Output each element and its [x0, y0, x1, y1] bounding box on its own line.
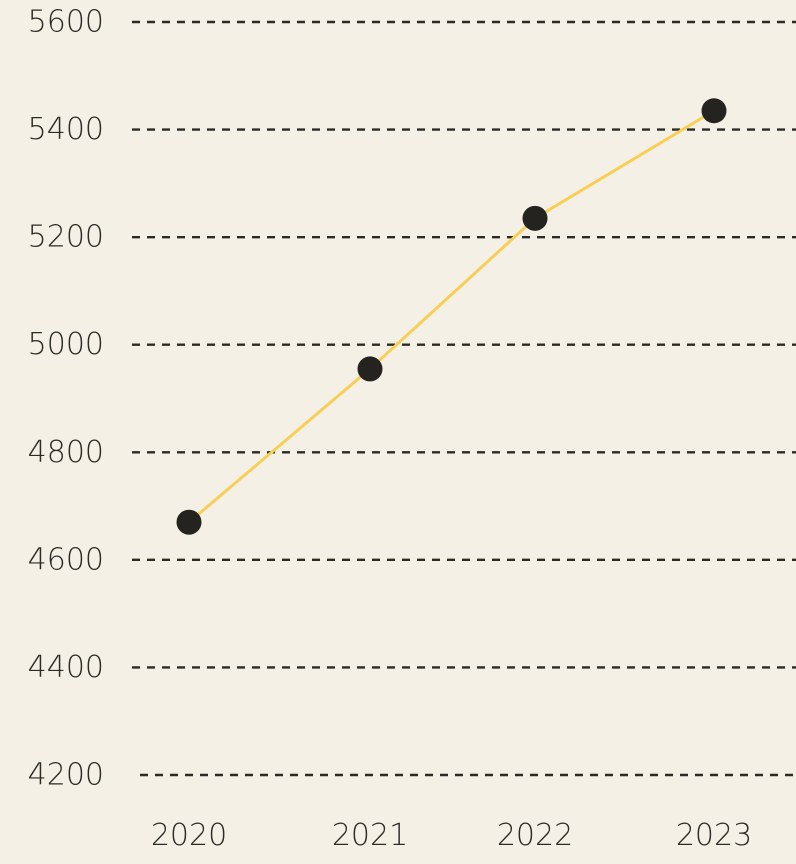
- series-line-0: [187, 109, 716, 524]
- y-tick-label-4800: 4800: [28, 435, 104, 470]
- y-axis-tick-labels: 4200 4400 4600 4800 5000 5200 5400 5600: [28, 5, 104, 793]
- x-tick-label-2022: 2022: [497, 818, 573, 853]
- data-point-2023: [701, 98, 727, 124]
- gridlines: [132, 20, 796, 777]
- series: [176, 98, 727, 535]
- x-tick-label-2023: 2023: [676, 818, 752, 853]
- y-tick-label-5200: 5200: [28, 220, 104, 255]
- y-tick-label-4600: 4600: [28, 542, 104, 577]
- x-axis-tick-labels: 2020 2021 2022 2023: [151, 818, 752, 853]
- x-tick-label-2020: 2020: [151, 818, 227, 853]
- x-tick-label-2021: 2021: [332, 818, 408, 853]
- y-tick-label-5600: 5600: [28, 5, 104, 40]
- data-point-2020: [176, 509, 202, 535]
- y-tick-label-4200: 4200: [28, 758, 104, 793]
- y-tick-label-5400: 5400: [28, 112, 104, 147]
- y-tick-label-4400: 4400: [28, 650, 104, 685]
- data-point-2022: [522, 205, 548, 231]
- y-tick-label-5000: 5000: [28, 327, 104, 362]
- data-point-2021: [357, 356, 383, 382]
